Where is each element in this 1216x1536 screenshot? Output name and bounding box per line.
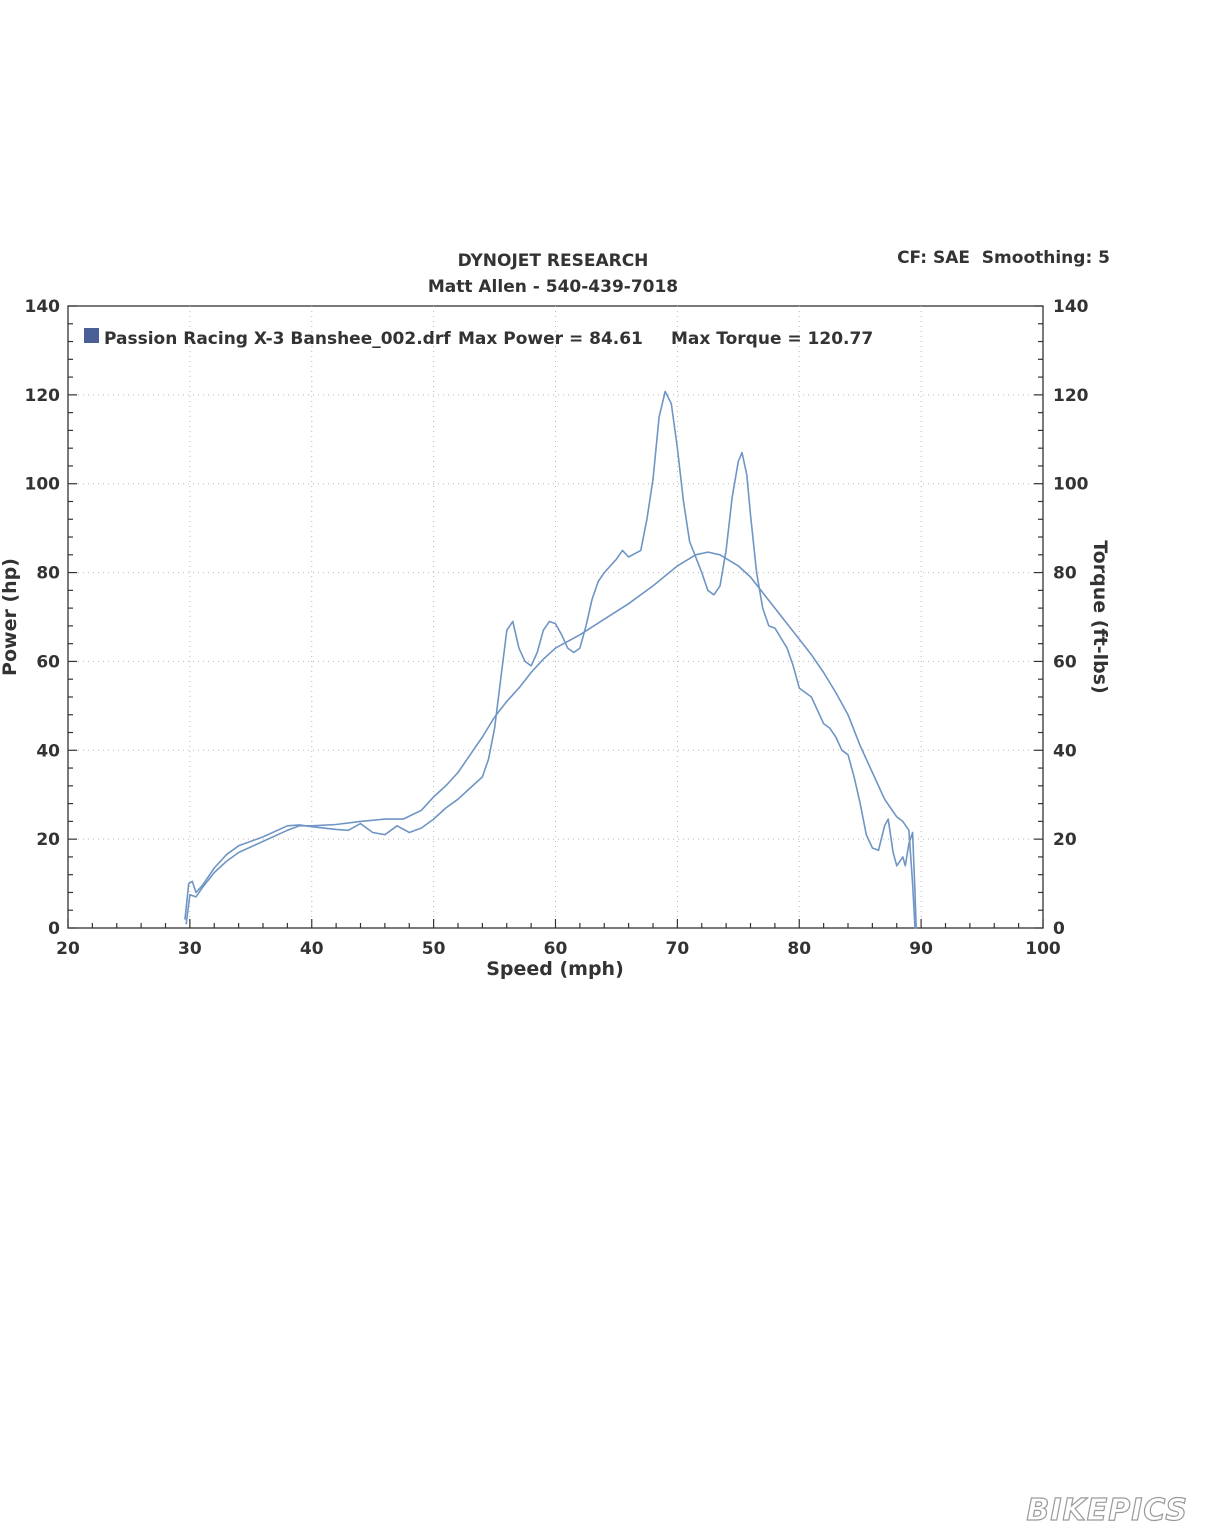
torque-curve <box>184 390 917 929</box>
y2-tick-label: 0 <box>1053 919 1065 939</box>
y2-axis-label: Torque (ft-lbs) <box>1089 540 1111 694</box>
tick-labels: 20 30 40 50 60 70 80 90 100020406080100120140020… <box>25 297 1089 959</box>
y-tick-label: 80 <box>36 564 60 584</box>
y-axis-label: Power (hp) <box>0 558 21 676</box>
chart-title: DYNOJET RESEARCH <box>458 251 649 271</box>
legend-max-power: Max Power = 84.61 <box>458 329 643 349</box>
series-lines <box>184 390 917 929</box>
x-tick-label: 90 <box>909 939 933 959</box>
chart-subtitle: Matt Allen - 540-439-7018 <box>428 277 678 297</box>
axis-ticks <box>67 305 1044 929</box>
x-tick-label: 80 <box>787 939 811 959</box>
x-tick-label: 30 <box>178 939 202 959</box>
y2-tick-label: 120 <box>1053 386 1089 406</box>
x-tick-label: 40 <box>300 939 324 959</box>
x-tick-label: 100 <box>1025 939 1061 959</box>
x-tick-label: 60 <box>544 939 568 959</box>
legend-max-torque: Max Torque = 120.77 <box>671 329 873 349</box>
y2-tick-label: 40 <box>1053 741 1077 761</box>
legend-run-name: Passion Racing X-3 Banshee_002.drf <box>104 329 451 349</box>
y-tick-label: 100 <box>25 475 61 495</box>
x-tick-label: 20 <box>56 939 80 959</box>
y2-tick-label: 20 <box>1053 830 1077 850</box>
y2-tick-label: 60 <box>1053 652 1077 672</box>
y-tick-label: 0 <box>48 919 60 939</box>
y-tick-label: 20 <box>36 830 60 850</box>
y2-tick-label: 140 <box>1053 297 1089 317</box>
y2-tick-label: 80 <box>1053 564 1077 584</box>
grid <box>68 306 1043 928</box>
x-tick-label: 70 <box>666 939 690 959</box>
bikepics-watermark-logo: BIKEPICS <box>1026 1492 1188 1528</box>
y2-tick-label: 100 <box>1053 475 1089 495</box>
y-tick-label: 140 <box>25 297 61 317</box>
y-tick-label: 40 <box>36 741 60 761</box>
chart-settings: CF: SAE Smoothing: 5 <box>897 248 1110 268</box>
x-tick-label: 50 <box>422 939 446 959</box>
y-tick-label: 120 <box>25 386 61 406</box>
legend-swatch <box>84 328 99 343</box>
power-curve <box>185 551 916 929</box>
x-axis-label: Speed (mph) <box>486 958 624 980</box>
y-tick-label: 60 <box>36 652 60 672</box>
